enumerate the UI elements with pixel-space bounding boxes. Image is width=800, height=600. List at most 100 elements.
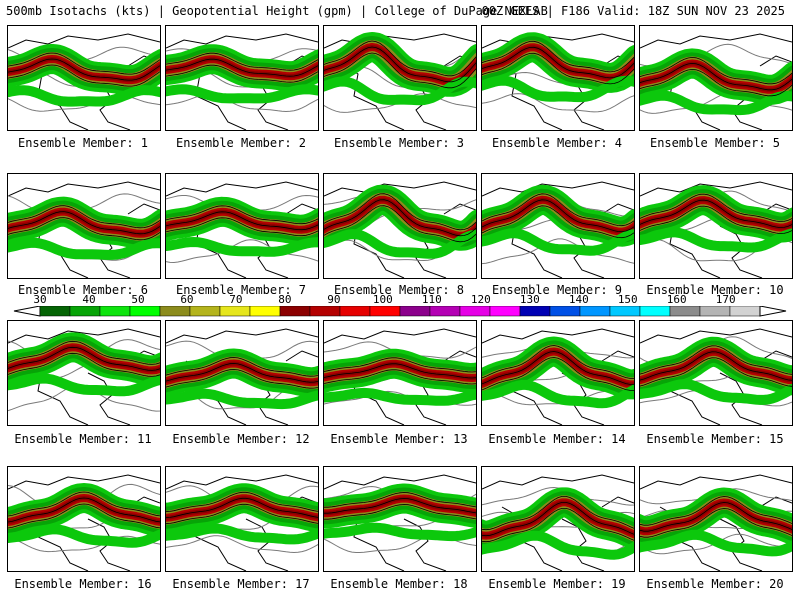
colorbar-segment <box>369 306 401 317</box>
height-contour <box>166 58 318 77</box>
height-contour <box>640 496 792 526</box>
ensemble-panel <box>481 320 635 426</box>
colorbar-segment <box>219 306 251 317</box>
ensemble-member-label: Ensemble Member: 5 <box>649 136 781 150</box>
height-contour <box>166 357 318 377</box>
coastline <box>640 181 792 278</box>
height-contour <box>166 211 318 231</box>
isotach-map <box>166 181 318 278</box>
colorbar-segment <box>279 306 311 317</box>
height-contour <box>324 46 476 83</box>
height-contour <box>640 357 792 387</box>
jet-band <box>640 227 792 253</box>
colorbar-tick-label: 80 <box>278 293 292 306</box>
height-contour <box>482 496 634 531</box>
height-contour <box>640 345 792 375</box>
height-contour <box>8 94 160 112</box>
jet-band <box>482 228 634 256</box>
height-contour <box>324 52 476 89</box>
coastline <box>166 33 318 130</box>
coastline <box>166 474 318 571</box>
height-contour <box>166 535 318 554</box>
coastline <box>8 474 160 571</box>
colorbar-segment <box>489 306 521 317</box>
colorbar-segment <box>639 306 671 317</box>
ensemble-member-label: Ensemble Member: 18 <box>330 577 468 591</box>
ensemble-panel <box>639 25 793 131</box>
height-contour <box>482 502 634 537</box>
height-contour <box>324 193 476 231</box>
height-contour <box>640 193 792 223</box>
coastline <box>640 328 792 425</box>
colorbar-right-arrow <box>759 306 787 317</box>
colorbar-segment <box>429 306 461 317</box>
colorbar-segment <box>99 306 131 317</box>
height-contour <box>482 345 634 379</box>
ensemble-member-label: Ensemble Member: 2 <box>175 136 307 150</box>
height-contour <box>640 351 792 381</box>
colorbar-tick-label: 70 <box>229 293 243 306</box>
colorbar-tick-label: 160 <box>666 293 687 306</box>
colorbar-tick-label: 100 <box>372 293 393 306</box>
isotach-map <box>324 474 476 571</box>
ensemble-member-label: Ensemble Member: 16 <box>14 577 152 591</box>
height-contour <box>482 357 634 391</box>
jet-band <box>482 530 634 560</box>
height-contour <box>8 64 160 87</box>
jet-band <box>166 388 318 410</box>
isotach-map <box>640 181 792 278</box>
height-contour <box>640 68 792 97</box>
colorbar-tick-label: 30 <box>33 293 47 306</box>
height-contour <box>324 199 476 237</box>
ensemble-member-label: Ensemble Member: 11 <box>14 432 152 446</box>
ensemble-panel <box>481 466 635 572</box>
height-contour <box>482 46 634 79</box>
height-contour <box>482 40 634 73</box>
height-contour <box>482 52 634 85</box>
colorbar-segment <box>549 306 581 317</box>
height-contour <box>166 217 318 237</box>
jet-band <box>324 76 476 106</box>
ensemble-panel <box>165 320 319 426</box>
ensemble-member-label: Ensemble Member: 10 <box>646 283 784 297</box>
ensemble-member-label: Ensemble Member: 12 <box>172 432 310 446</box>
height-contour <box>166 503 318 525</box>
height-contour <box>8 205 160 229</box>
isotach-map <box>8 328 160 425</box>
colorbar-segment <box>579 306 611 317</box>
colorbar-segment <box>39 306 71 317</box>
ensemble-panel <box>323 320 477 426</box>
height-contour <box>166 205 318 225</box>
colorbar-segment <box>459 306 491 317</box>
colorbar-segment <box>249 306 281 317</box>
jet-band <box>166 84 318 104</box>
height-contour <box>166 369 318 389</box>
ensemble-member-label: Ensemble Member: 15 <box>646 432 784 446</box>
ensemble-member-label: Ensemble Member: 13 <box>330 432 468 446</box>
ensemble-panel <box>165 466 319 572</box>
height-contour <box>8 497 160 523</box>
height-contour <box>8 346 160 371</box>
chart-header: 500mb Isotachs (kts) | Geopotential Heig… <box>0 0 800 22</box>
ensemble-panel <box>7 320 161 426</box>
height-contour <box>640 508 792 538</box>
height-contour <box>8 491 160 517</box>
colorbar-segment <box>159 306 191 317</box>
colorbar-segment <box>669 306 701 317</box>
height-contour <box>166 239 318 264</box>
ensemble-member-label: Ensemble Member: 14 <box>488 432 626 446</box>
height-contour <box>8 340 160 365</box>
height-contour <box>324 504 476 520</box>
height-contour <box>482 205 634 239</box>
jet-band <box>482 379 634 409</box>
jet-band <box>640 379 792 405</box>
isotach-map <box>166 33 318 130</box>
jet-band <box>324 522 476 542</box>
isotach-map <box>166 474 318 571</box>
colorbar-tick-label: 120 <box>470 293 491 306</box>
height-contour <box>324 369 476 385</box>
height-contour <box>8 217 160 241</box>
height-contour <box>166 52 318 71</box>
jet-band <box>640 90 792 116</box>
height-contour <box>640 56 792 85</box>
